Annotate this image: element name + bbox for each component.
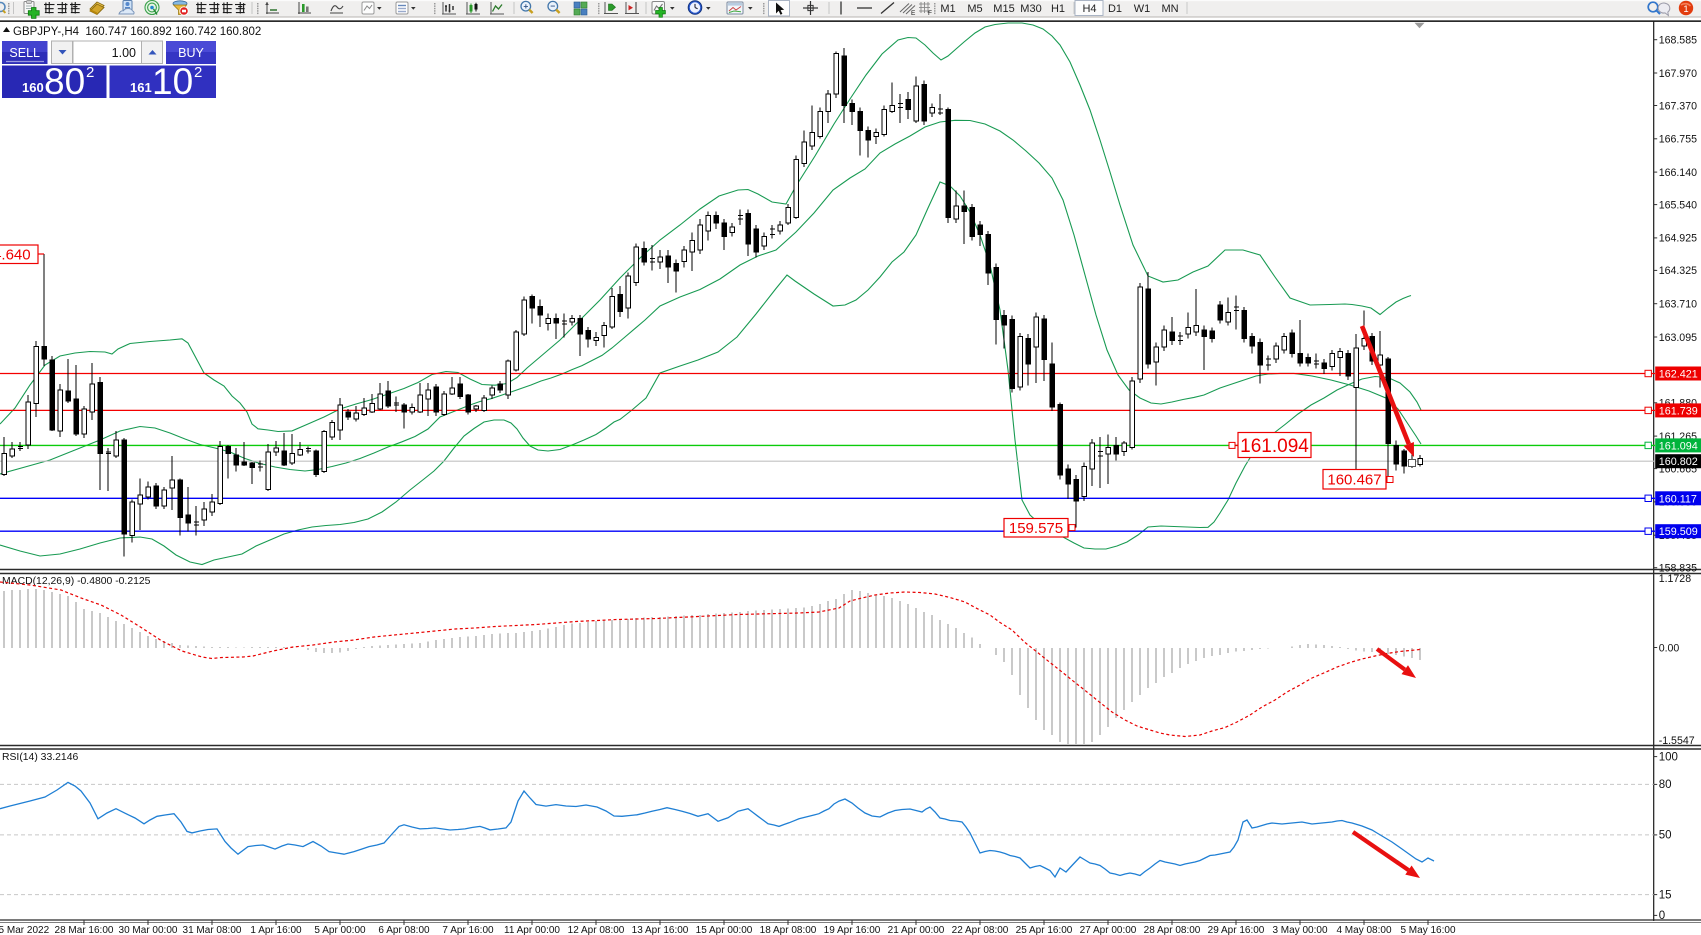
svg-text:BUY: BUY (178, 46, 204, 60)
svg-text:M30: M30 (1020, 3, 1041, 15)
svg-text:11 Apr 00:00: 11 Apr 00:00 (504, 925, 560, 935)
svg-text:1.1728: 1.1728 (1659, 573, 1692, 585)
svg-text:MN: MN (1161, 3, 1178, 15)
svg-text:2: 2 (194, 64, 202, 81)
svg-text:4 May 08:00: 4 May 08:00 (1336, 925, 1391, 935)
svg-text:H4: H4 (1082, 3, 1096, 15)
svg-text:25 Apr 16:00: 25 Apr 16:00 (1016, 925, 1073, 935)
svg-text:6 Apr 08:00: 6 Apr 08:00 (378, 925, 430, 935)
svg-text:165.540: 165.540 (1659, 199, 1697, 211)
svg-text:F: F (928, 10, 932, 17)
svg-text:167.970: 167.970 (1659, 68, 1697, 80)
svg-text:13 Apr 16:00: 13 Apr 16:00 (632, 925, 689, 935)
svg-text:168.585: 168.585 (1659, 35, 1697, 47)
svg-text:27 Apr 00:00: 27 Apr 00:00 (1080, 925, 1137, 935)
svg-text:M5: M5 (967, 3, 982, 15)
svg-text:164.925: 164.925 (1659, 233, 1697, 245)
svg-text:7 Apr 16:00: 7 Apr 16:00 (442, 925, 494, 935)
svg-text:160.467: 160.467 (1327, 472, 1381, 489)
svg-text:28 Mar 16:00: 28 Mar 16:00 (55, 925, 114, 935)
svg-text:164.640: 164.640 (0, 247, 31, 264)
svg-text:5 Apr 00:00: 5 Apr 00:00 (314, 925, 366, 935)
svg-text:160.117: 160.117 (1659, 493, 1697, 505)
svg-text:22 Apr 08:00: 22 Apr 08:00 (952, 925, 1009, 935)
svg-text:H1: H1 (1051, 3, 1065, 15)
svg-text:164.325: 164.325 (1659, 265, 1697, 277)
svg-text:160: 160 (22, 80, 44, 95)
svg-text:19 Apr 16:00: 19 Apr 16:00 (824, 925, 881, 935)
svg-text:W1: W1 (1134, 3, 1151, 15)
svg-text:80: 80 (44, 61, 85, 102)
svg-text:50: 50 (1659, 830, 1672, 842)
svg-text:3 May 00:00: 3 May 00:00 (1272, 925, 1327, 935)
svg-text:31 Mar 08:00: 31 Mar 08:00 (183, 925, 242, 935)
svg-text:1: 1 (1683, 4, 1688, 15)
svg-text:D1: D1 (1108, 3, 1122, 15)
svg-text:161: 161 (130, 80, 152, 95)
svg-text:5 May 16:00: 5 May 16:00 (1400, 925, 1455, 935)
svg-text:15: 15 (1659, 889, 1672, 901)
svg-text:−: − (550, 1, 555, 11)
svg-text:159.509: 159.509 (1659, 526, 1698, 538)
svg-text:80: 80 (1659, 779, 1672, 791)
svg-text:M15: M15 (993, 3, 1014, 15)
svg-text:18 Apr 08:00: 18 Apr 08:00 (760, 925, 817, 935)
svg-text:-1.5547: -1.5547 (1659, 735, 1695, 747)
svg-text:163.095: 163.095 (1659, 332, 1697, 344)
svg-text:GBPJPY-,H4 160.747 160.892 16: GBPJPY-,H4 160.747 160.892 160.742 160.8… (13, 26, 261, 38)
svg-text:2: 2 (86, 64, 94, 81)
svg-text:30 Mar 00:00: 30 Mar 00:00 (119, 925, 178, 935)
svg-text:15 Apr 00:00: 15 Apr 00:00 (696, 925, 753, 935)
svg-text:167.370: 167.370 (1659, 100, 1697, 112)
svg-text:SELL: SELL (9, 46, 40, 60)
svg-text:12 Apr 08:00: 12 Apr 08:00 (568, 925, 625, 935)
svg-text:M1: M1 (940, 3, 955, 15)
svg-text:160.802: 160.802 (1659, 456, 1698, 468)
svg-text:1.00: 1.00 (112, 46, 136, 60)
svg-text:161.094: 161.094 (1659, 440, 1698, 452)
svg-text:28 Apr 08:00: 28 Apr 08:00 (1144, 925, 1201, 935)
svg-text:166.755: 166.755 (1659, 134, 1697, 146)
svg-text:163.710: 163.710 (1659, 299, 1697, 311)
svg-text:+: + (523, 1, 528, 11)
svg-text:161.094: 161.094 (1240, 436, 1309, 457)
svg-text:159.575: 159.575 (1009, 520, 1063, 537)
svg-text:158.835: 158.835 (1659, 563, 1697, 575)
svg-text:161.739: 161.739 (1659, 405, 1698, 417)
svg-text:166.140: 166.140 (1659, 167, 1697, 179)
svg-text:21 Apr 00:00: 21 Apr 00:00 (888, 925, 945, 935)
svg-text:162.421: 162.421 (1659, 369, 1698, 381)
svg-text:E: E (911, 10, 916, 17)
svg-text:1 Apr 16:00: 1 Apr 16:00 (250, 925, 302, 935)
svg-text:MACD(12,26,9) -0.4800 -0.2125: MACD(12,26,9) -0.4800 -0.2125 (2, 576, 151, 587)
svg-text:RSI(14) 33.2146: RSI(14) 33.2146 (2, 752, 78, 763)
svg-text:10: 10 (152, 61, 193, 102)
svg-text:29 Apr 16:00: 29 Apr 16:00 (1208, 925, 1265, 935)
svg-text:25 Mar 2022: 25 Mar 2022 (0, 925, 50, 935)
svg-text:0: 0 (1659, 910, 1665, 922)
svg-text:0.00: 0.00 (1659, 643, 1680, 655)
svg-text:100: 100 (1659, 751, 1678, 763)
